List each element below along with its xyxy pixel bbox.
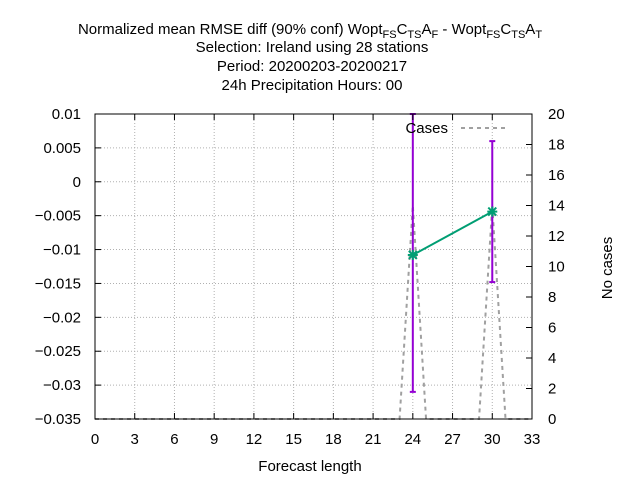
legend-label-cases: Cases bbox=[405, 120, 448, 137]
x-tick-label: 21 bbox=[365, 431, 382, 448]
y-axis-ticks: 0.01 0.005 0 −0.005 −0.01 −0.015 −0.02 −0.025 −0… bbox=[35, 106, 101, 428]
diff-line bbox=[412, 210, 493, 256]
chart-subtitle-period: Period: 20200203-20200217 bbox=[217, 58, 407, 75]
x-axis-label: Forecast length bbox=[258, 458, 361, 475]
x-tick-label: 27 bbox=[444, 431, 461, 448]
y2-tick-label: 6 bbox=[548, 320, 556, 337]
x-tick-label: 3 bbox=[131, 431, 139, 448]
legend: Cases bbox=[405, 120, 505, 137]
y-tick-label: −0.01 bbox=[43, 242, 81, 259]
y-tick-label: 0.005 bbox=[43, 140, 81, 157]
y2-tick-label: 14 bbox=[548, 198, 565, 215]
y2-tick-label: 12 bbox=[548, 228, 565, 245]
y2-tick-label: 2 bbox=[548, 381, 556, 398]
x-tick-label: 15 bbox=[285, 431, 302, 448]
y-tick-label: 0.01 bbox=[52, 106, 81, 123]
x-tick-label: 33 bbox=[524, 431, 541, 448]
y2-tick-label: 0 bbox=[548, 411, 556, 428]
x-tick-label: 30 bbox=[484, 431, 501, 448]
plot-frame bbox=[94, 113, 533, 420]
chart-subtitle-selection: Selection: Ireland using 28 stations bbox=[196, 39, 429, 56]
y-tick-label: −0.03 bbox=[43, 377, 81, 394]
chart-title: Normalized mean RMSE diff (90% conf) Wop… bbox=[78, 21, 542, 41]
x-tick-label: 18 bbox=[325, 431, 342, 448]
grid bbox=[95, 114, 532, 419]
y-tick-label: −0.035 bbox=[35, 411, 81, 428]
y2-tick-label: 8 bbox=[548, 289, 556, 306]
y2-axis-ticks: 0 2 4 6 8 10 12 14 16 18 20 bbox=[526, 106, 565, 428]
x-tick-label: 0 bbox=[91, 431, 99, 448]
y2-tick-label: 10 bbox=[548, 259, 565, 276]
y2-tick-label: 16 bbox=[548, 167, 565, 184]
cases-series bbox=[95, 205, 532, 420]
y-tick-label: −0.015 bbox=[35, 275, 81, 292]
y-tick-label: 0 bbox=[73, 174, 81, 191]
y2-tick-label: 20 bbox=[548, 106, 565, 123]
y-tick-label: −0.005 bbox=[35, 208, 81, 225]
y2-tick-label: 18 bbox=[548, 137, 565, 154]
x-tick-label: 9 bbox=[210, 431, 218, 448]
x-tick-label: 12 bbox=[246, 431, 263, 448]
y2-tick-label: 4 bbox=[548, 350, 556, 367]
x-axis-ticks: 0 3 6 9 12 15 18 21 24 27 30 33 bbox=[91, 114, 541, 448]
x-tick-label: 6 bbox=[170, 431, 178, 448]
y-tick-label: −0.02 bbox=[43, 309, 81, 326]
cases-line bbox=[95, 205, 532, 420]
y-tick-label: −0.025 bbox=[35, 343, 81, 360]
diff-series bbox=[407, 206, 498, 260]
x-tick-label: 24 bbox=[404, 431, 421, 448]
y2-axis-label: No cases bbox=[599, 237, 616, 300]
chart-subtitle-parameter: 24h Precipitation Hours: 00 bbox=[222, 77, 403, 94]
